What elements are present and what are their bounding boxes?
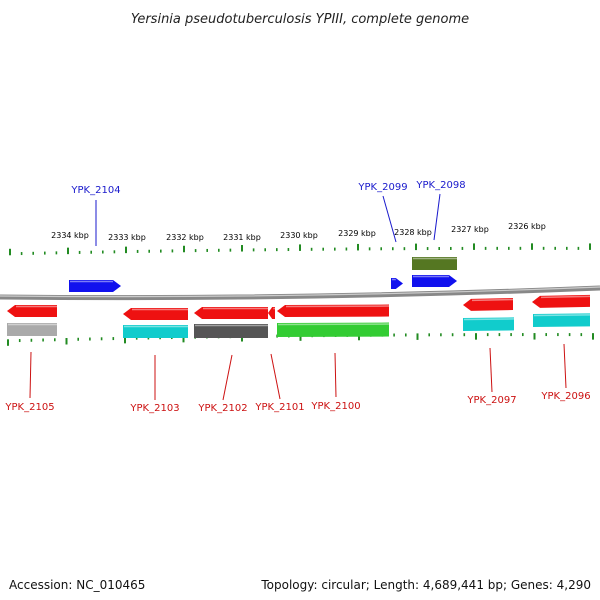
genome-backbone-highlight — [0, 286, 600, 298]
gene-label-ypk-2102[interactable]: YPK_2102 — [197, 403, 247, 414]
scale-label: 2330 kbp — [280, 231, 318, 240]
gene-label-ypk-2103[interactable]: YPK_2103 — [129, 403, 179, 414]
scale-label: 2327 kbp — [451, 225, 489, 234]
feature-ypk-2104-cds — [69, 280, 121, 292]
gene-label-ypk-2098[interactable]: YPK_2098 — [415, 180, 465, 191]
gene-label-ypk-2096[interactable]: YPK_2096 — [540, 391, 590, 402]
gene-label-ypk-2101[interactable]: YPK_2101 — [254, 402, 304, 413]
gene-label-ypk-2100[interactable]: YPK_2100 — [310, 401, 360, 412]
feature-ypk-2105-cds — [7, 305, 57, 317]
gene-callout-line — [334, 352, 337, 398]
feature-ypk-2101-cds — [268, 307, 275, 319]
scale-label: 2329 kbp — [338, 229, 376, 238]
feature-ypk-2098-gene — [412, 257, 457, 270]
feature-ypk-2096-cds — [532, 294, 591, 308]
scale-label: 2331 kbp — [223, 233, 261, 242]
scale-label: 2334 kbp — [51, 231, 89, 240]
map-title: Yersinia pseudotuberculosis YPIII, compl… — [131, 12, 469, 27]
feature-ypk-2097-product — [463, 317, 515, 331]
gene-callout-line — [29, 351, 32, 399]
gene-callout-line — [382, 195, 397, 243]
feature-ypk-2096-product — [533, 313, 591, 327]
gene-callouts: YPK_2105 YPK_2104 YPK_2103 YPK_2102 YPK_2101… — [4, 180, 590, 414]
scale-labels: 2334 kbp 2333 kbp 2332 kbp 2331 kbp 2330 kbp… — [51, 222, 546, 242]
genome-summary-text: Topology: circular; Length: 4,689,441 bp… — [261, 578, 591, 592]
feature-ypk-2103-product — [123, 325, 188, 338]
scale-label: 2328 kbp — [394, 228, 432, 237]
gene-callout-line — [563, 343, 567, 389]
gene-callout-line — [489, 347, 493, 393]
feature-ypk-2103-cds — [123, 308, 188, 320]
outer-tick-row — [9, 243, 591, 256]
feature-ypk-2100-cds — [277, 304, 390, 317]
scale-label: 2326 kbp — [508, 222, 546, 231]
gene-callout-line — [433, 193, 441, 241]
genome-backbone — [0, 285, 600, 301]
gene-label-ypk-2099[interactable]: YPK_2099 — [357, 182, 407, 193]
gene-callout-line — [270, 353, 281, 400]
feature-ypk-2099-cds — [391, 278, 403, 289]
feature-ypk-2097-cds — [463, 298, 514, 311]
feature-ypk-2102-cds — [194, 307, 268, 319]
feature-ypk-2105-product — [7, 323, 57, 336]
scale-label: 2332 kbp — [166, 233, 204, 242]
accession-text: Accession: NC_010465 — [9, 578, 146, 592]
gene-label-ypk-2105[interactable]: YPK_2105 — [4, 402, 54, 413]
gene-label-ypk-2097[interactable]: YPK_2097 — [466, 395, 516, 406]
gene-callout-line — [222, 354, 233, 401]
feature-track — [7, 257, 591, 338]
feature-ypk-2098-cds — [412, 275, 457, 287]
gene-label-ypk-2104[interactable]: YPK_2104 — [70, 185, 120, 196]
feature-ypk-2102-product — [194, 324, 268, 338]
scale-label: 2333 kbp — [108, 233, 146, 242]
feature-ypk-2100-product — [277, 322, 390, 337]
